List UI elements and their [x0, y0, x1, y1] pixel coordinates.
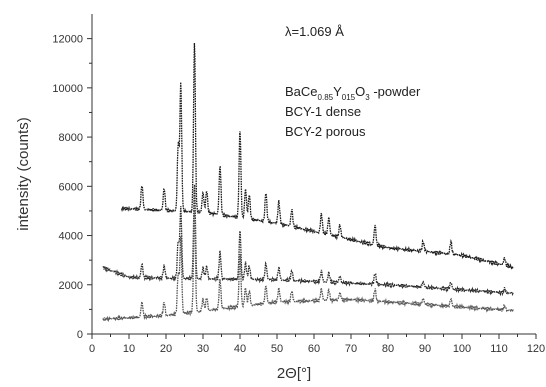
pattern-line-1 — [120, 42, 515, 270]
series-label-powder: BaCe0.85Y015O3 -powder — [285, 84, 421, 102]
x-axis-title: 2Θ[°] — [277, 365, 311, 382]
series-label-dense: BCY-1 dense — [285, 104, 361, 119]
pattern-line-2 — [102, 184, 515, 297]
x-tick-label: 60 — [308, 343, 320, 355]
x-tick-label: 40 — [234, 343, 246, 355]
pattern-line-3 — [102, 210, 514, 323]
y-tick-label: 4000 — [59, 231, 83, 243]
x-tick-label: 70 — [345, 343, 357, 355]
x-tick-label: 110 — [490, 343, 508, 355]
x-tick-label: 90 — [419, 343, 431, 355]
x-tick-label: 100 — [453, 343, 471, 355]
wavelength-label: λ=1.069 Å — [285, 24, 344, 39]
y-tick-label: 0 — [77, 329, 83, 341]
axes: 0 10 20 30 40 50 60 70 80 90 100 110 120 0 2000 4000 600… — [15, 14, 545, 382]
series-label-porous: BCY-2 porous — [285, 124, 366, 139]
y-tick-label: 8000 — [59, 132, 83, 144]
y-tick-label: 2000 — [59, 280, 83, 292]
y-tick-label: 6000 — [59, 181, 83, 193]
x-tick-label: 50 — [271, 343, 283, 355]
x-tick-label: 30 — [197, 343, 209, 355]
x-tick-label: 0 — [89, 343, 95, 355]
y-tick-label: 10000 — [52, 83, 83, 95]
x-tick-label: 10 — [123, 343, 135, 355]
y-axis-title: intensity (counts) — [15, 117, 32, 230]
annotations: λ=1.069 Å BaCe0.85Y015O3 -powder BCY-1 d… — [285, 24, 421, 139]
y-tick-label: 12000 — [52, 34, 83, 46]
series-group — [102, 42, 515, 323]
x-tick-label: 20 — [160, 343, 172, 355]
x-tick-label: 120 — [527, 343, 545, 355]
x-tick-label: 80 — [382, 343, 394, 355]
